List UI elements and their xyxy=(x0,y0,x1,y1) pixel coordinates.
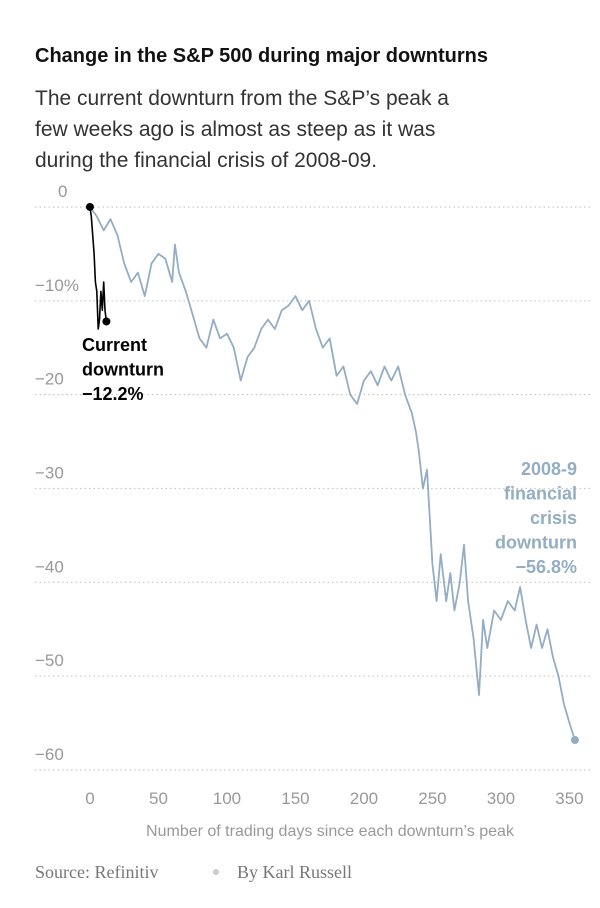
x-tick-label: 300 xyxy=(487,789,515,808)
x-tick-label: 50 xyxy=(149,789,168,808)
series-label: 2008-9 xyxy=(521,459,577,479)
y-tick-label: 0 xyxy=(58,182,67,201)
byline: By Karl Russell xyxy=(237,862,352,882)
series-label: downturn xyxy=(495,533,577,553)
x-tick-label: 200 xyxy=(350,789,378,808)
end-dot xyxy=(570,736,579,745)
subtitle: few weeks ago is almost as steep as it w… xyxy=(35,118,435,141)
x-tick-label: 150 xyxy=(281,789,309,808)
y-tick-label: −50 xyxy=(35,651,64,670)
series-label: −12.2% xyxy=(82,384,144,404)
series-label: Current xyxy=(82,335,147,355)
x-tick-label: 0 xyxy=(85,789,94,808)
source: Source: Refinitiv xyxy=(35,862,158,882)
grid: 0 −10% −20 −30 −40 −50 −60 0 50 100 150 200 250 300 35… xyxy=(35,182,590,808)
end-dot xyxy=(102,317,111,326)
separator xyxy=(213,869,219,875)
subtitle: during the financial crisis of 2008-09. xyxy=(35,149,377,172)
x-axis-label: Number of trading days since each downtu… xyxy=(146,823,515,840)
y-tick-label: −30 xyxy=(35,464,64,483)
line xyxy=(89,206,108,330)
line xyxy=(89,206,576,741)
subtitle: The current downturn from the S&P’s peak… xyxy=(35,87,449,110)
y-tick-label: −40 xyxy=(35,557,64,576)
x-tick-label: 100 xyxy=(213,789,241,808)
x-tick-label: 350 xyxy=(555,789,583,808)
start-dot xyxy=(85,202,94,211)
y-tick-label: −10% xyxy=(35,276,79,295)
series-label: crisis xyxy=(530,508,577,528)
x-tick-label: 250 xyxy=(418,789,446,808)
y-tick-label: −60 xyxy=(35,745,64,764)
series-label: downturn xyxy=(82,360,164,380)
series-label: −56.8% xyxy=(515,557,577,577)
y-tick-label: −20 xyxy=(35,370,64,389)
plot: 2008-9 financial crisis downturn −56.8% Curre… xyxy=(82,202,579,745)
series-label: financial xyxy=(504,484,577,504)
chart-title: Change in the S&P 500 during major downt… xyxy=(35,45,488,67)
